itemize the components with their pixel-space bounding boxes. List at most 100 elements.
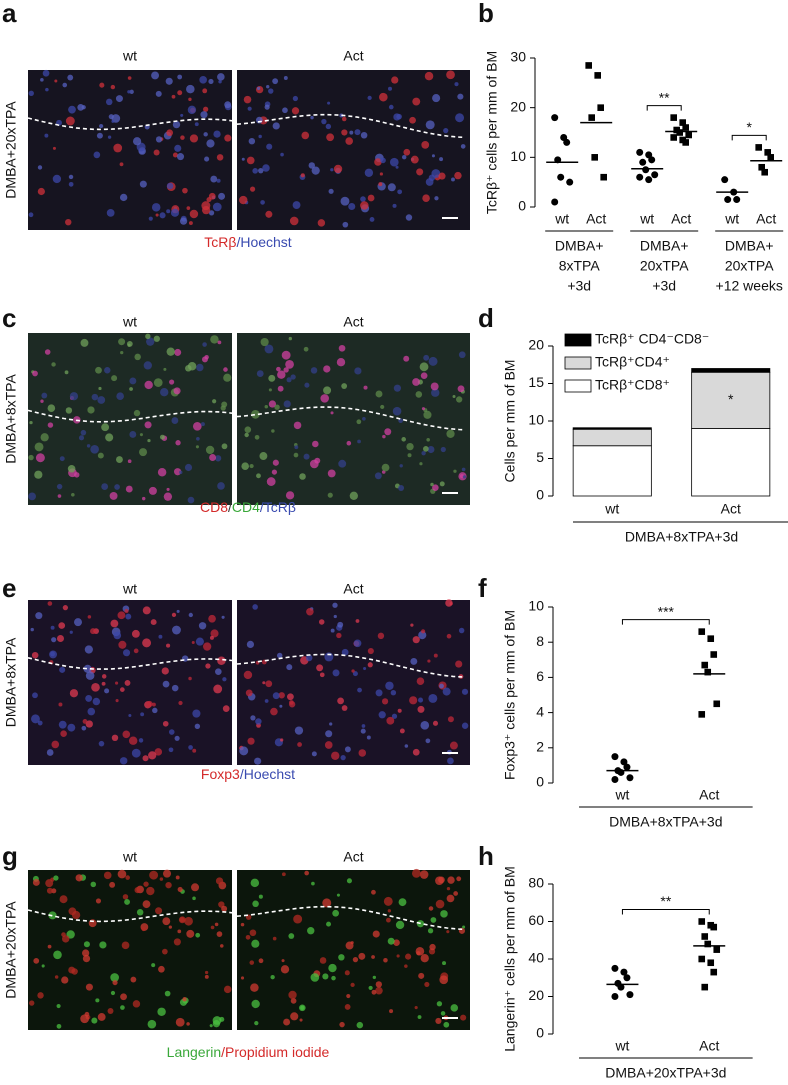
cell xyxy=(169,379,175,385)
cell xyxy=(336,358,346,367)
cell xyxy=(192,896,196,901)
cell xyxy=(462,475,467,479)
cell xyxy=(208,614,216,623)
data-point xyxy=(679,119,686,126)
cell xyxy=(301,131,310,140)
x-tick-label: Act xyxy=(586,211,606,227)
cell xyxy=(83,941,90,948)
cell xyxy=(264,104,270,110)
data-point xyxy=(645,176,653,184)
cell xyxy=(40,399,44,403)
cell xyxy=(374,472,382,480)
cell xyxy=(294,726,304,735)
cell xyxy=(439,157,444,162)
data-point xyxy=(620,758,628,766)
cell xyxy=(453,469,457,473)
cell xyxy=(283,400,291,408)
cell xyxy=(200,111,208,119)
cell xyxy=(280,965,290,974)
cell xyxy=(210,335,219,344)
cell xyxy=(31,651,39,659)
cell xyxy=(77,103,85,111)
cell xyxy=(268,88,274,94)
cell xyxy=(436,1001,443,1007)
cell xyxy=(409,116,416,124)
micrograph xyxy=(28,70,232,230)
cell xyxy=(220,944,224,948)
cell xyxy=(446,70,455,80)
cell xyxy=(115,681,119,685)
column-label: wt xyxy=(122,314,137,330)
cell xyxy=(440,446,446,453)
cell xyxy=(241,462,250,471)
cell xyxy=(427,446,435,454)
cell xyxy=(381,463,390,472)
data-point xyxy=(585,62,592,69)
cell xyxy=(350,982,355,987)
cell xyxy=(133,648,139,654)
cell xyxy=(333,614,337,619)
cell xyxy=(209,635,214,640)
cell xyxy=(97,452,104,459)
cell xyxy=(306,607,314,616)
bar-segment xyxy=(691,368,771,373)
cell xyxy=(97,396,106,404)
cell xyxy=(217,656,226,665)
cell xyxy=(411,868,421,878)
cell xyxy=(203,106,209,112)
cell xyxy=(431,154,435,158)
cell xyxy=(212,202,222,212)
cell xyxy=(93,151,101,159)
cell xyxy=(52,146,56,150)
cell xyxy=(35,612,43,620)
cell xyxy=(57,494,62,498)
cell xyxy=(188,676,192,681)
cell xyxy=(67,723,76,732)
group-label: DMBA+ xyxy=(725,238,774,254)
cell xyxy=(187,361,197,371)
cell xyxy=(338,954,345,961)
data-point xyxy=(701,933,709,940)
cell xyxy=(134,353,141,361)
data-point xyxy=(758,163,765,171)
cell xyxy=(32,370,38,377)
cell xyxy=(177,74,183,80)
cell xyxy=(204,970,209,975)
cell xyxy=(254,434,260,440)
legend-label: TcRβ⁺ CD4⁻CD8⁻ xyxy=(595,331,709,347)
cell xyxy=(40,433,49,442)
cell xyxy=(417,1015,422,1019)
cell xyxy=(357,687,362,693)
data-point xyxy=(557,173,565,181)
cell xyxy=(158,634,163,639)
cell xyxy=(264,344,274,354)
panel-letter: h xyxy=(478,841,494,871)
cell xyxy=(115,95,123,103)
cell xyxy=(33,958,40,964)
significance-label: ** xyxy=(660,893,671,909)
cell xyxy=(272,122,280,130)
data-point xyxy=(670,134,677,141)
caption-part: CD4 xyxy=(232,499,260,515)
cell xyxy=(398,485,405,492)
cell xyxy=(346,993,351,999)
data-point xyxy=(642,166,650,174)
data-point xyxy=(591,154,598,161)
cell xyxy=(272,78,279,85)
cell xyxy=(372,930,380,938)
caption: Langerin/Propidium iodide xyxy=(167,1044,330,1060)
cell xyxy=(316,664,324,672)
cell xyxy=(113,143,123,153)
cell xyxy=(40,78,44,82)
cell xyxy=(255,718,262,725)
cell xyxy=(59,456,65,462)
cell xyxy=(148,751,157,760)
cell xyxy=(195,932,201,938)
cell xyxy=(356,419,362,425)
cell xyxy=(34,470,43,479)
cell xyxy=(387,937,395,945)
y-tick-label: 10 xyxy=(510,148,526,164)
cell xyxy=(58,702,63,707)
cell xyxy=(279,704,283,708)
data-point xyxy=(648,156,656,164)
